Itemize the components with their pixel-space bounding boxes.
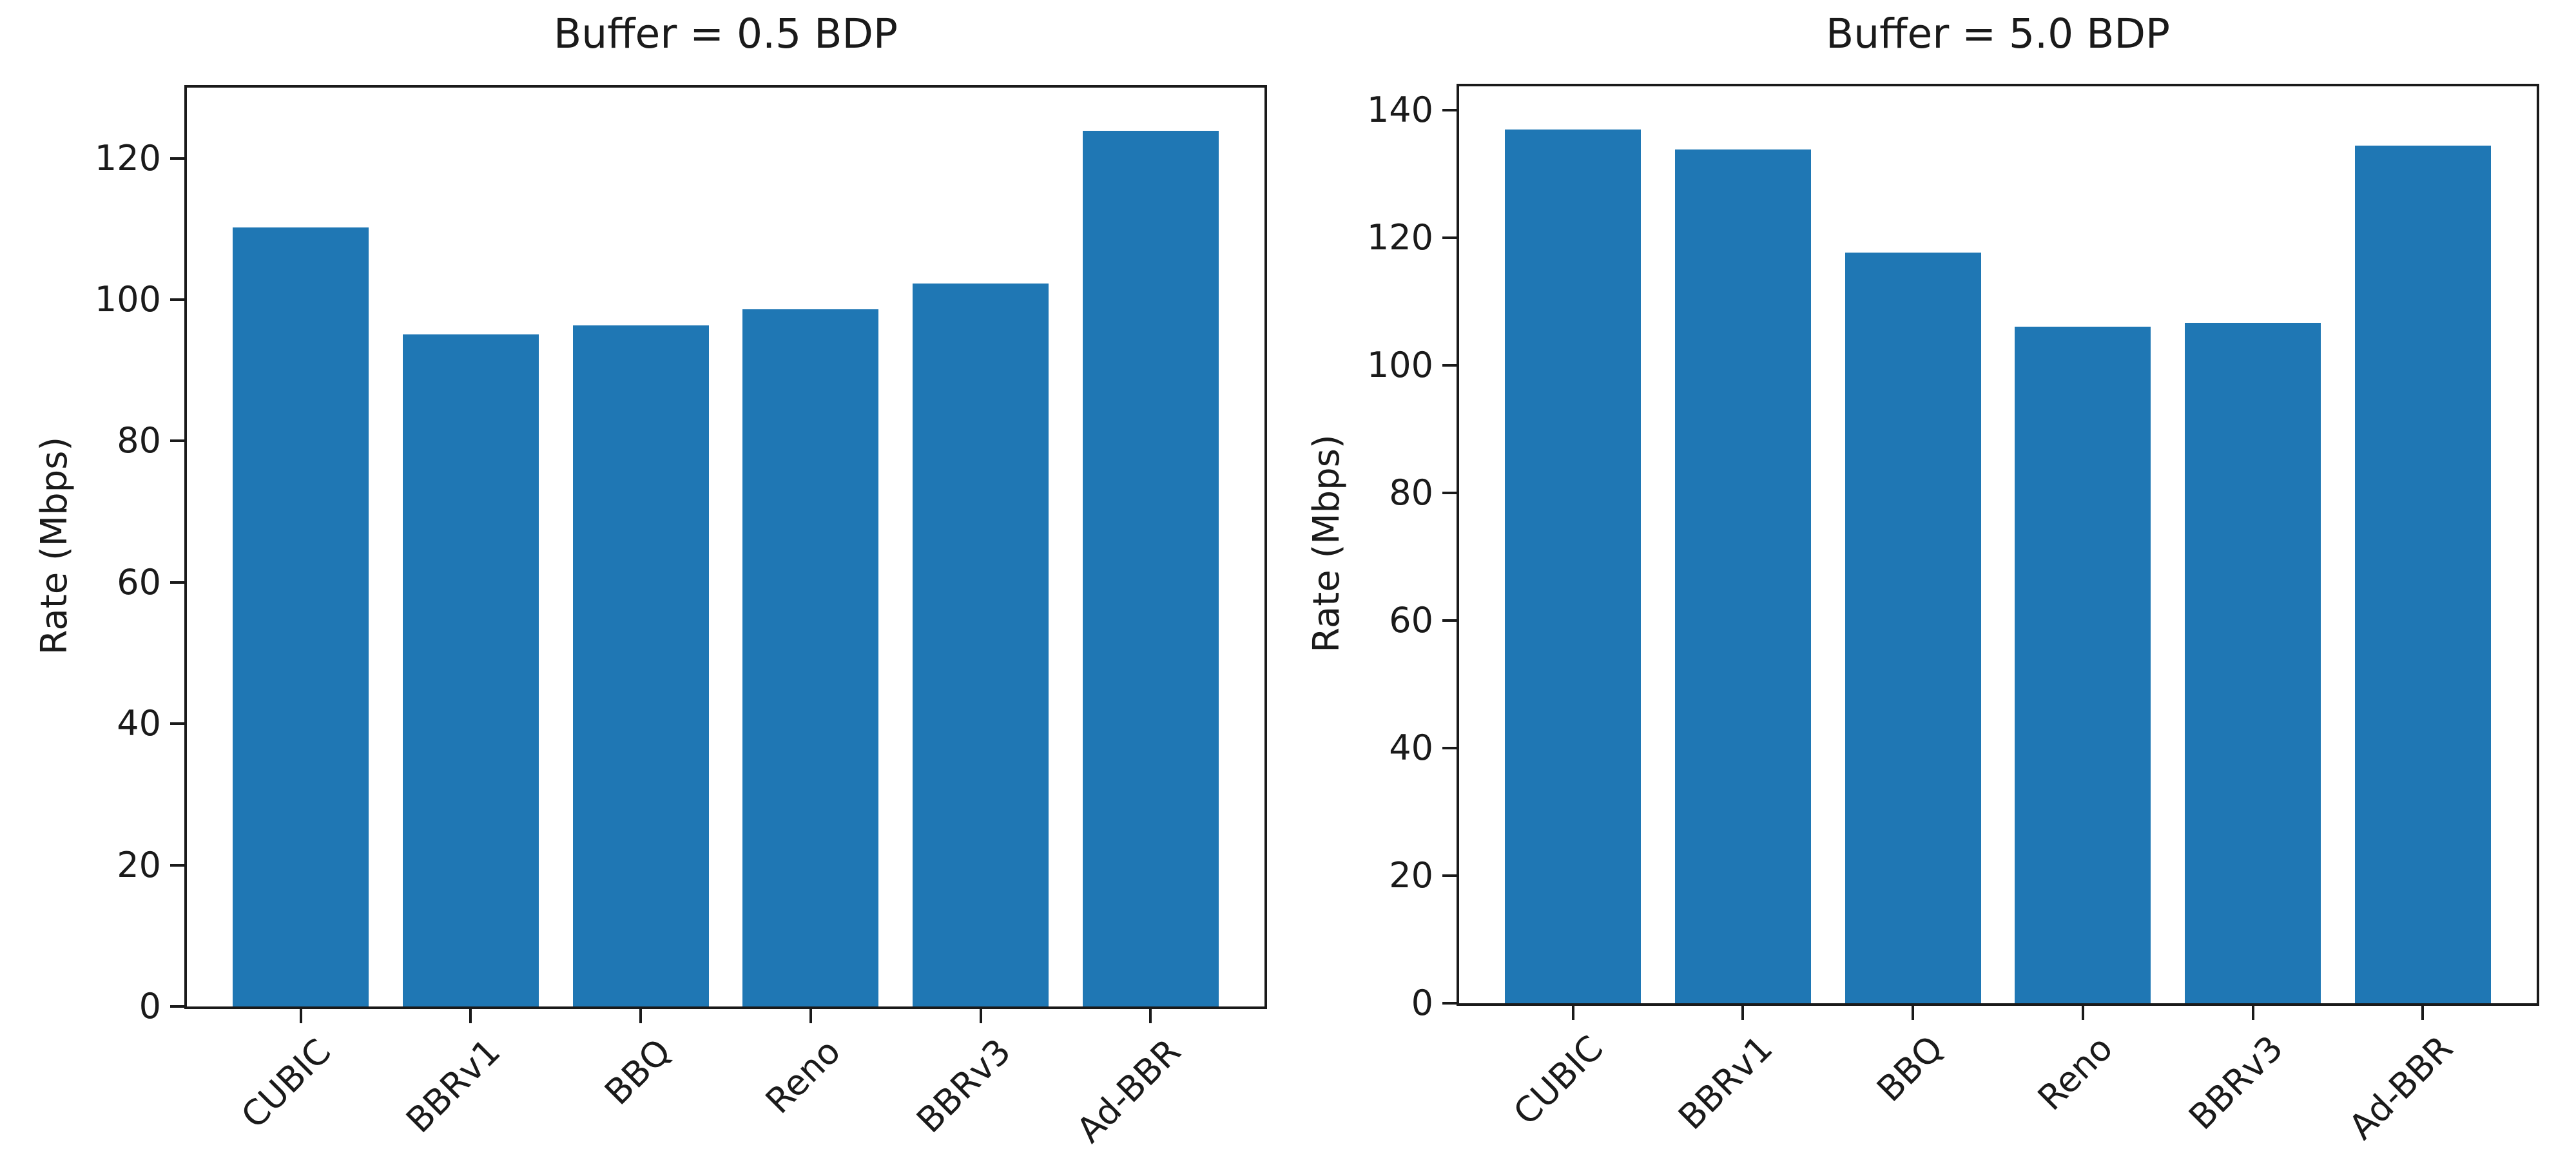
x-tick-label: Reno bbox=[2029, 1028, 2121, 1119]
y-tick-label: 80 bbox=[1389, 472, 1433, 513]
bar-bbrv3 bbox=[913, 283, 1049, 1006]
x-tick-label: Ad-BBR bbox=[1069, 1031, 1188, 1151]
x-tick bbox=[299, 1009, 302, 1023]
y-tick bbox=[1442, 1002, 1457, 1005]
x-tick bbox=[2421, 1006, 2425, 1020]
x-tick-label: BBRv1 bbox=[1671, 1028, 1781, 1138]
x-tick bbox=[2251, 1006, 2254, 1020]
bar-cubic bbox=[233, 227, 369, 1006]
y-tick-label: 20 bbox=[1389, 854, 1433, 896]
y-tick bbox=[170, 157, 184, 160]
x-tick bbox=[1741, 1006, 1745, 1020]
y-tick-label: 40 bbox=[1389, 727, 1433, 768]
y-tick bbox=[1442, 363, 1457, 367]
y-tick-label: 120 bbox=[1366, 217, 1433, 258]
bar-bbrv1 bbox=[1674, 149, 1811, 1003]
x-tick bbox=[979, 1009, 982, 1023]
y-tick bbox=[1442, 746, 1457, 749]
x-tick-label: Reno bbox=[757, 1031, 849, 1122]
bar-reno bbox=[742, 309, 879, 1006]
bar-cubic bbox=[1505, 130, 1641, 1003]
y-tick-label: 100 bbox=[94, 279, 161, 320]
y-tick bbox=[170, 863, 184, 867]
x-tick-label: BBRv3 bbox=[908, 1031, 1019, 1141]
y-tick-label: 0 bbox=[139, 986, 161, 1026]
y-tick-label: 100 bbox=[1366, 344, 1433, 385]
x-tick-label: BBRv3 bbox=[2180, 1028, 2291, 1138]
x-tick-label: BBQ bbox=[1868, 1028, 1951, 1110]
y-tick-label: 80 bbox=[117, 420, 161, 461]
y-tick-label: 60 bbox=[1389, 599, 1433, 640]
y-tick bbox=[170, 298, 184, 302]
x-tick-label: BBRv1 bbox=[398, 1031, 508, 1141]
y-tick bbox=[170, 581, 184, 584]
y-tick bbox=[1442, 491, 1457, 494]
bar-ad-bbr bbox=[2354, 146, 2491, 1003]
x-tick-label: Ad-BBR bbox=[2341, 1028, 2461, 1148]
bar-bbrv3 bbox=[2185, 323, 2321, 1003]
x-tick bbox=[809, 1009, 812, 1023]
y-tick-label: 120 bbox=[94, 137, 161, 178]
x-tick-label: CUBIC bbox=[1505, 1028, 1611, 1133]
bar-bbrv1 bbox=[402, 334, 539, 1006]
chart-title-right: Buffer = 5.0 BDP bbox=[1826, 10, 2170, 57]
x-tick bbox=[639, 1009, 643, 1023]
x-tick-label: BBQ bbox=[596, 1031, 679, 1113]
x-tick-label: CUBIC bbox=[233, 1031, 339, 1137]
bar-bbq bbox=[1845, 253, 1981, 1003]
y-axis-label-left: Rate (Mbps) bbox=[34, 436, 75, 655]
y-tick bbox=[170, 1005, 184, 1008]
y-tick bbox=[1442, 874, 1457, 877]
y-tick bbox=[170, 439, 184, 443]
y-tick-label: 20 bbox=[117, 844, 161, 885]
x-tick bbox=[1912, 1006, 1915, 1020]
x-tick bbox=[2081, 1006, 2084, 1020]
y-tick-label: 140 bbox=[1366, 89, 1433, 130]
x-tick bbox=[1571, 1006, 1574, 1020]
plot-area-left: 0 20 40 60 80 100 120 CUBIC BBRv1 BBQ Reno BBRv3 Ad-… bbox=[95, 85, 1267, 1151]
y-tick bbox=[1442, 108, 1457, 111]
chart-title-left: Buffer = 0.5 BDP bbox=[554, 10, 898, 57]
y-tick bbox=[1442, 236, 1457, 239]
bar-bbq bbox=[572, 325, 709, 1006]
x-tick bbox=[1149, 1009, 1152, 1023]
y-tick-label: 40 bbox=[117, 703, 161, 744]
y-tick bbox=[1442, 619, 1457, 622]
y-axis-label-right: Rate (Mbps) bbox=[1306, 434, 1348, 653]
y-tick-label: 0 bbox=[1411, 983, 1433, 1023]
y-tick-label: 60 bbox=[117, 561, 161, 602]
plot-area-right: 0 20 40 60 80 100 120 140 CUBIC BBRv1 BBQ Reno BBRv3… bbox=[1367, 84, 2539, 1148]
y-tick bbox=[170, 722, 184, 726]
x-tick bbox=[469, 1009, 472, 1023]
bar-reno bbox=[2015, 327, 2151, 1003]
bar-ad-bbr bbox=[1082, 130, 1219, 1006]
